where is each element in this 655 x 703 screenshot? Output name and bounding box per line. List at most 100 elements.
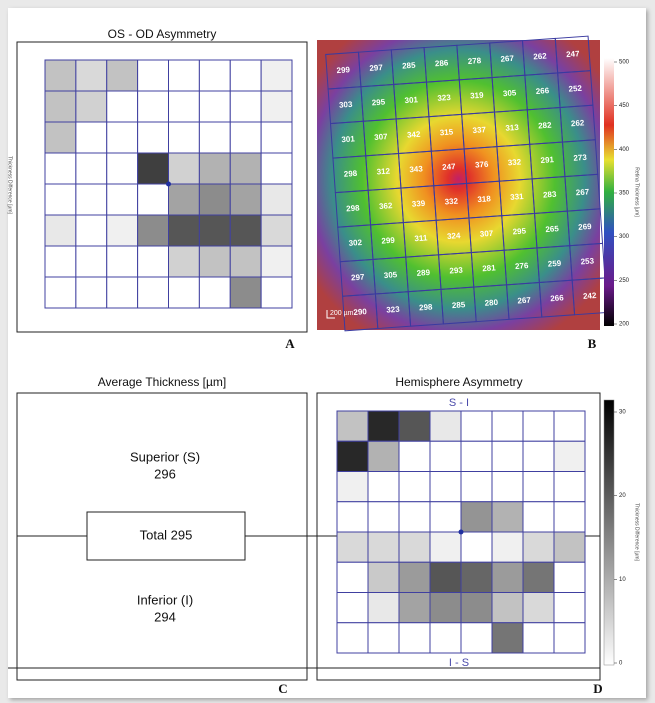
cell bbox=[138, 277, 169, 308]
thickness-value: 282 bbox=[538, 121, 552, 131]
cell bbox=[461, 562, 492, 592]
thickness-value: 332 bbox=[508, 157, 522, 167]
superior-label: Superior (S) bbox=[130, 449, 200, 464]
fovea-dot bbox=[166, 182, 171, 187]
colorbar-tick-label: 400 bbox=[619, 147, 630, 153]
cell bbox=[199, 91, 230, 122]
cell bbox=[199, 184, 230, 215]
cell bbox=[337, 623, 368, 653]
cell bbox=[107, 60, 138, 91]
cell bbox=[399, 623, 430, 653]
cell bbox=[430, 562, 461, 592]
thickness-value: 305 bbox=[384, 270, 398, 280]
cell bbox=[337, 441, 368, 471]
fovea-dot bbox=[459, 530, 464, 535]
thickness-value: 281 bbox=[482, 263, 496, 273]
cell bbox=[230, 122, 261, 153]
cell bbox=[76, 60, 107, 91]
cell bbox=[554, 411, 585, 441]
cell bbox=[368, 562, 399, 592]
thickness-value: 266 bbox=[550, 293, 564, 303]
cell bbox=[492, 623, 523, 653]
thickness-value: 298 bbox=[419, 302, 433, 312]
cell bbox=[523, 411, 554, 441]
cell bbox=[523, 472, 554, 502]
top-label: S - I bbox=[449, 397, 469, 409]
cell bbox=[492, 532, 523, 562]
cell bbox=[138, 215, 169, 246]
cell bbox=[399, 411, 430, 441]
cell bbox=[169, 184, 200, 215]
cell bbox=[399, 532, 430, 562]
cell bbox=[261, 153, 292, 184]
thickness-value: 267 bbox=[517, 296, 531, 306]
cell bbox=[523, 593, 554, 623]
colorbar-b bbox=[604, 58, 614, 326]
thickness-value: 273 bbox=[573, 153, 587, 163]
cell bbox=[169, 122, 200, 153]
thickness-value: 267 bbox=[576, 187, 590, 197]
cell bbox=[261, 91, 292, 122]
thickness-value: 313 bbox=[505, 123, 519, 133]
cell bbox=[169, 215, 200, 246]
thickness-value: 253 bbox=[580, 256, 594, 266]
cell bbox=[169, 60, 200, 91]
thickness-value: 323 bbox=[437, 93, 451, 103]
cell bbox=[430, 472, 461, 502]
cell bbox=[261, 277, 292, 308]
cell bbox=[138, 184, 169, 215]
cell bbox=[430, 593, 461, 623]
cell bbox=[76, 184, 107, 215]
cell bbox=[76, 91, 107, 122]
scale-label: 200 µm bbox=[330, 310, 354, 317]
cell bbox=[199, 277, 230, 308]
thickness-value: 297 bbox=[351, 272, 365, 282]
panel-b-letter: B bbox=[588, 336, 597, 351]
cell bbox=[230, 91, 261, 122]
cell bbox=[107, 246, 138, 277]
thickness-value: 247 bbox=[566, 49, 580, 59]
thickness-value: 291 bbox=[540, 155, 554, 165]
cell bbox=[138, 153, 169, 184]
colorbar-tick-label: 500 bbox=[619, 60, 630, 66]
cell bbox=[554, 502, 585, 532]
cell bbox=[554, 472, 585, 502]
cell bbox=[368, 532, 399, 562]
thickness-value: 318 bbox=[477, 194, 491, 204]
cell bbox=[337, 593, 368, 623]
thickness-value: 295 bbox=[512, 226, 526, 236]
thickness-value: 276 bbox=[515, 261, 529, 271]
thickness-value: 298 bbox=[346, 203, 360, 213]
cell bbox=[399, 441, 430, 471]
panel-d-letter: D bbox=[593, 681, 602, 696]
cell bbox=[76, 153, 107, 184]
cell bbox=[430, 502, 461, 532]
cell bbox=[492, 441, 523, 471]
thickness-value: 315 bbox=[440, 127, 454, 137]
cell bbox=[337, 532, 368, 562]
cell bbox=[107, 91, 138, 122]
cell bbox=[461, 502, 492, 532]
panel-c-title: Average Thickness [µm] bbox=[98, 375, 227, 389]
cell bbox=[554, 441, 585, 471]
colorbar-d-label: Thickness Difference [µm] bbox=[634, 503, 640, 561]
cell bbox=[107, 277, 138, 308]
thickness-value: 331 bbox=[510, 192, 524, 202]
cell bbox=[461, 411, 492, 441]
cell bbox=[368, 472, 399, 502]
thickness-value: 299 bbox=[336, 65, 350, 75]
thickness-value: 303 bbox=[339, 100, 353, 110]
thickness-value: 262 bbox=[571, 118, 585, 128]
cell bbox=[199, 246, 230, 277]
cell bbox=[107, 184, 138, 215]
cell bbox=[399, 472, 430, 502]
cell bbox=[199, 122, 230, 153]
thickness-value: 285 bbox=[452, 300, 466, 310]
cell bbox=[399, 593, 430, 623]
cell bbox=[45, 60, 76, 91]
cell bbox=[76, 122, 107, 153]
colorbar-tick-label: 200 bbox=[619, 322, 630, 328]
thickness-value: 262 bbox=[533, 51, 547, 61]
thickness-map bbox=[317, 40, 600, 330]
cell bbox=[523, 532, 554, 562]
